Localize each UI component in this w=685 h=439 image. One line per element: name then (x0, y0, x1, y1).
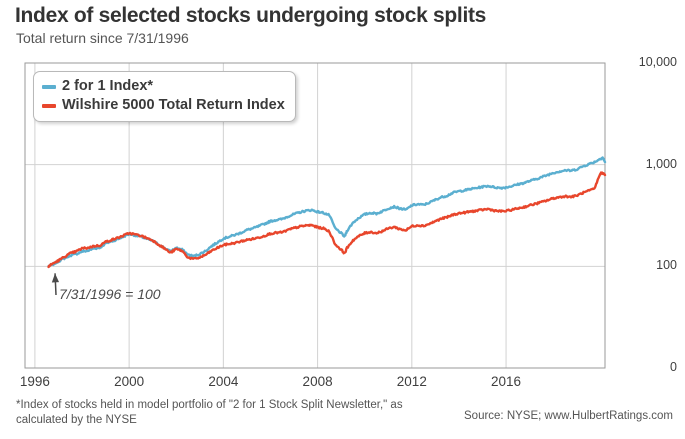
chart-footnote: *Index of stocks held in model portfolio… (16, 399, 403, 426)
baseline-annotation: 7/31/1996 = 100 (59, 286, 161, 302)
annotation-arrow (51, 273, 60, 296)
y-tick-label: 10,000 (638, 55, 677, 69)
chart-subtitle: Total return since 7/31/1996 (16, 30, 189, 46)
x-tick-label: 2012 (396, 374, 427, 389)
x-tick-label: 1996 (19, 374, 50, 389)
y-tick-label: 1,000 (645, 156, 677, 171)
legend-swatch-red (42, 103, 56, 108)
chart-source: Source: NYSE; www.HulbertRatings.com (464, 410, 673, 422)
x-tick-label: 2016 (491, 374, 522, 389)
y-tick-label: 100 (656, 258, 677, 273)
legend-swatch-blue (42, 84, 56, 89)
legend-item-2for1[interactable]: 2 for 1 Index* (42, 77, 285, 96)
y-tick-label: 0 (670, 360, 677, 374)
legend-label-wilshire: Wilshire 5000 Total Return Index (62, 97, 285, 114)
x-tick-label: 2004 (208, 374, 239, 389)
page-title: Index of selected stocks undergoing stoc… (15, 4, 487, 27)
legend-label-2for1: 2 for 1 Index* (62, 78, 154, 95)
chart-legend: 2 for 1 Index* Wilshire 5000 Total Retur… (33, 71, 296, 122)
x-tick-label: 2008 (302, 374, 333, 389)
x-tick-label: 2000 (114, 374, 145, 389)
legend-item-wilshire[interactable]: Wilshire 5000 Total Return Index (42, 96, 285, 115)
plot-frame (24, 62, 606, 369)
series-lines (47, 156, 607, 269)
